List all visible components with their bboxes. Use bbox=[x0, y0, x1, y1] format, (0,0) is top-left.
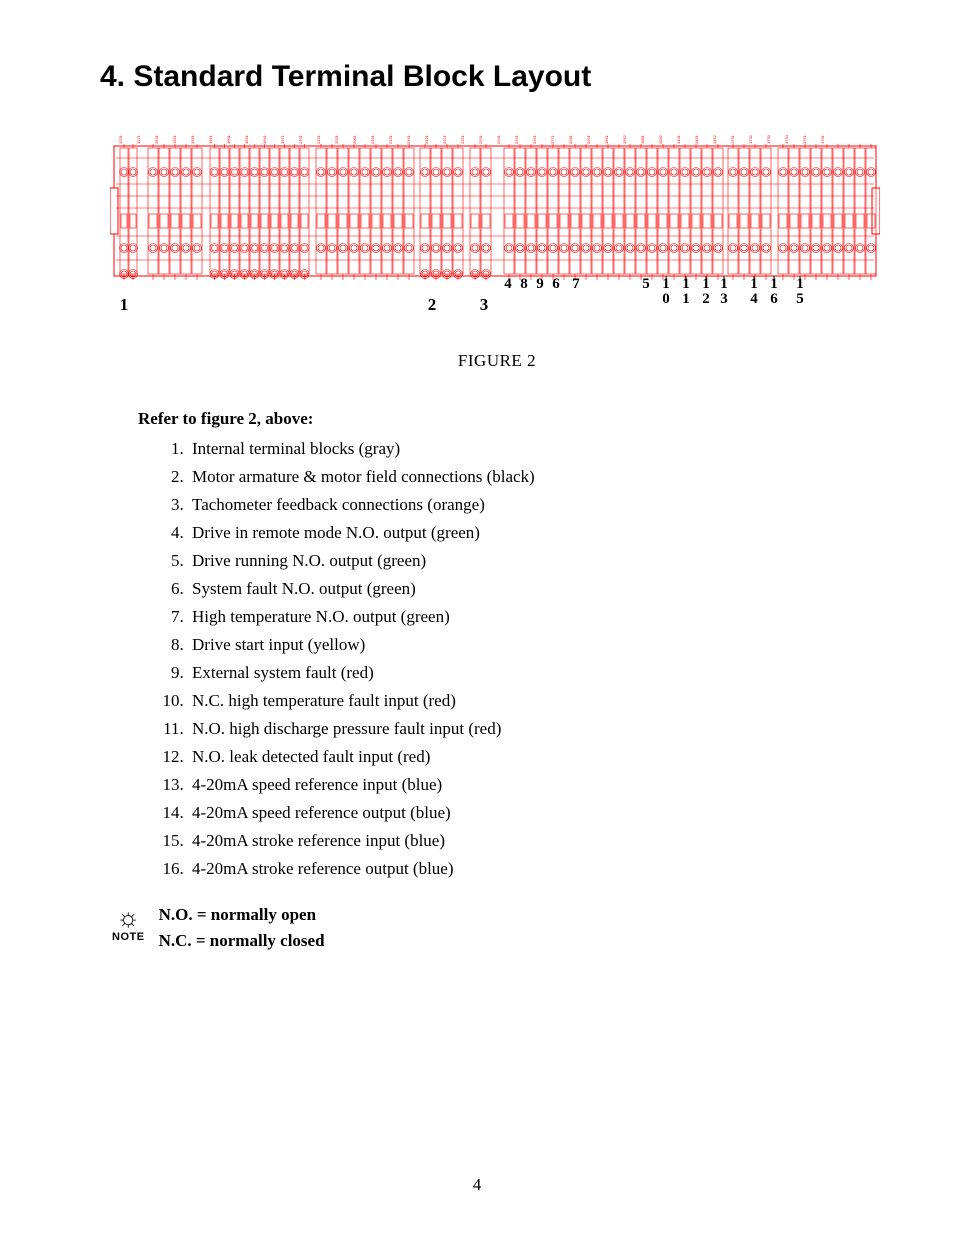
legend-item: 4-20mA stroke reference output (blue) bbox=[188, 859, 854, 879]
svg-text:2031: 2031 bbox=[334, 134, 339, 144]
legend-item: Tachometer feedback connections (orange) bbox=[188, 495, 854, 515]
svg-text:1452: 1452 bbox=[712, 134, 717, 144]
svg-text:1561: 1561 bbox=[604, 134, 609, 144]
legend-item: 4-20mA speed reference output (blue) bbox=[188, 803, 854, 823]
legend-item: High temperature N.O. output (green) bbox=[188, 607, 854, 627]
svg-text:1732: 1732 bbox=[748, 134, 753, 144]
svg-text:2161: 2161 bbox=[406, 134, 411, 144]
legend-item: Drive start input (yellow) bbox=[188, 635, 854, 655]
terminal-block-diagram: 1231157115411551156115911601163116411671… bbox=[110, 118, 880, 318]
svg-text:1631: 1631 bbox=[244, 134, 249, 144]
svg-text:1571: 1571 bbox=[136, 134, 141, 144]
svg-text:6: 6 bbox=[552, 276, 560, 292]
svg-text:2261: 2261 bbox=[532, 134, 537, 144]
svg-text:4: 4 bbox=[504, 276, 512, 292]
svg-text:2291: 2291 bbox=[478, 134, 483, 144]
svg-text:5: 5 bbox=[642, 276, 650, 292]
svg-text:1561: 1561 bbox=[190, 134, 195, 144]
refer-heading: Refer to figure 2, above: bbox=[138, 409, 854, 429]
svg-text:1731: 1731 bbox=[730, 134, 735, 144]
svg-text:4: 4 bbox=[750, 291, 758, 307]
svg-text:1: 1 bbox=[120, 295, 129, 314]
legend-item: N.O. high discharge pressure fault input… bbox=[188, 719, 854, 739]
section-heading: 4. Standard Terminal Block Layout bbox=[100, 60, 854, 94]
legend-item: External system fault (red) bbox=[188, 663, 854, 683]
svg-text:1591: 1591 bbox=[208, 134, 213, 144]
svg-text:2281: 2281 bbox=[568, 134, 573, 144]
legend-item: Drive in remote mode N.O. output (green) bbox=[188, 523, 854, 543]
svg-text:1551: 1551 bbox=[172, 134, 177, 144]
svg-text:1581: 1581 bbox=[640, 134, 645, 144]
svg-text:2251: 2251 bbox=[514, 134, 519, 144]
svg-text:1441: 1441 bbox=[676, 134, 681, 144]
svg-text:3: 3 bbox=[480, 295, 489, 314]
svg-text:1451: 1451 bbox=[694, 134, 699, 144]
note-icon: ☼ bbox=[116, 905, 140, 931]
svg-text:8: 8 bbox=[520, 276, 528, 292]
svg-text:1733: 1733 bbox=[766, 134, 771, 144]
legend-item: 4-20mA stroke reference input (blue) bbox=[188, 831, 854, 851]
svg-text:2: 2 bbox=[702, 291, 710, 307]
svg-text:2151: 2151 bbox=[316, 134, 321, 144]
svg-text:6: 6 bbox=[770, 291, 778, 307]
legend-item: N.C. high temperature fault input (red) bbox=[188, 691, 854, 711]
legend-item: System fault N.O. output (green) bbox=[188, 579, 854, 599]
svg-text:3: 3 bbox=[720, 291, 728, 307]
legend-item: Drive running N.O. output (green) bbox=[188, 551, 854, 571]
svg-text:1751: 1751 bbox=[802, 134, 807, 144]
figure-caption: FIGURE 2 bbox=[110, 351, 884, 371]
svg-text:1: 1 bbox=[682, 291, 690, 307]
svg-text:1761: 1761 bbox=[820, 134, 825, 144]
svg-text:2271: 2271 bbox=[550, 134, 555, 144]
svg-text:2191: 2191 bbox=[424, 134, 429, 144]
svg-text:1671: 1671 bbox=[280, 134, 285, 144]
svg-text:2251: 2251 bbox=[460, 134, 465, 144]
svg-text:9: 9 bbox=[536, 276, 544, 292]
svg-text:0: 0 bbox=[662, 291, 670, 307]
svg-text:1562: 1562 bbox=[622, 134, 627, 144]
legend-list: Internal terminal blocks (gray) Motor arm… bbox=[160, 439, 854, 879]
svg-text:1701: 1701 bbox=[298, 134, 303, 144]
svg-text:2131: 2131 bbox=[388, 134, 393, 144]
svg-text:1541: 1541 bbox=[154, 134, 159, 144]
legend-item: Internal terminal blocks (gray) bbox=[188, 439, 854, 459]
svg-text:1231: 1231 bbox=[118, 134, 123, 144]
legend-item: 4-20mA speed reference input (blue) bbox=[188, 775, 854, 795]
svg-text:2221: 2221 bbox=[442, 134, 447, 144]
note-block: ☼ NOTE N.O. = normally open N.C. = normal… bbox=[112, 905, 854, 957]
svg-text:2291: 2291 bbox=[586, 134, 591, 144]
page-number: 4 bbox=[0, 1175, 954, 1195]
svg-text:5: 5 bbox=[796, 291, 804, 307]
note-line: N.C. = normally closed bbox=[159, 931, 325, 951]
svg-text:1734: 1734 bbox=[784, 134, 789, 144]
svg-text:1641: 1641 bbox=[262, 134, 267, 144]
legend-item: N.O. leak detected fault input (red) bbox=[188, 747, 854, 767]
svg-text:7: 7 bbox=[572, 276, 580, 292]
svg-text:2101: 2101 bbox=[370, 134, 375, 144]
svg-text:1601: 1601 bbox=[226, 134, 231, 144]
svg-text:1582: 1582 bbox=[658, 134, 663, 144]
note-line: N.O. = normally open bbox=[159, 905, 325, 925]
svg-text:2061: 2061 bbox=[352, 134, 357, 144]
svg-text:2241: 2241 bbox=[496, 134, 501, 144]
legend-item: Motor armature & motor field connections… bbox=[188, 467, 854, 487]
note-label: NOTE bbox=[112, 931, 145, 943]
svg-text:2: 2 bbox=[428, 295, 437, 314]
figure-2: 1231157115411551156115911601163116411671… bbox=[110, 118, 884, 371]
